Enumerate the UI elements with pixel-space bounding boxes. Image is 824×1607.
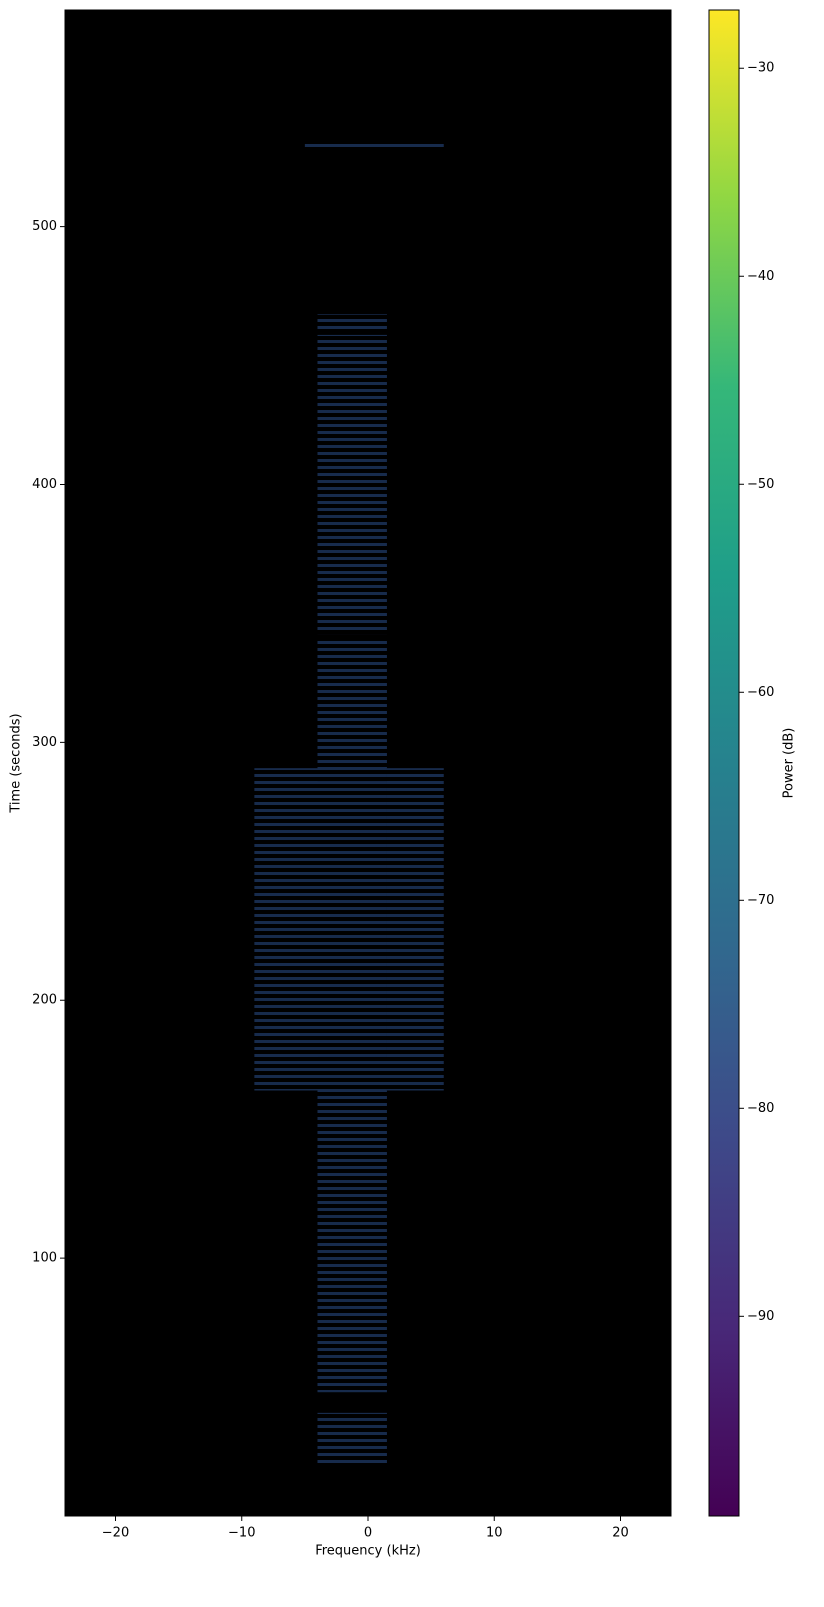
spectrogram-texture: [317, 334, 387, 635]
spectrogram-texture: [317, 1412, 387, 1465]
spectrogram-texture: [317, 639, 387, 782]
x-tick-label: −20: [102, 1526, 129, 1541]
spectrogram-texture: [304, 141, 444, 150]
x-tick-label: 0: [364, 1526, 372, 1541]
colorbar-tick-label: −70: [747, 893, 774, 908]
colorbar-tick-label: −60: [747, 685, 774, 700]
spectrogram-texture: [317, 1087, 387, 1393]
spectrogram-texture: [317, 314, 387, 330]
y-tick-label: 500: [32, 219, 57, 234]
y-tick-label: 200: [32, 993, 57, 1008]
spectrogram-region: [83, 10, 116, 1516]
colorbar-tick-label: −40: [747, 269, 774, 284]
colorbar-label: Power (dB): [782, 728, 797, 799]
colorbar-tick-label: −90: [747, 1309, 774, 1324]
spectrogram-region: [620, 10, 653, 1516]
x-axis-label: Frequency (kHz): [315, 1544, 421, 1559]
colorbar: [708, 9, 740, 1517]
spectrogram-texture: [317, 917, 387, 1057]
plot-area: [65, 10, 671, 1516]
colorbar-tick-label: −50: [747, 477, 774, 492]
x-tick-label: 10: [486, 1526, 503, 1541]
colorbar-tick-label: −80: [747, 1101, 774, 1116]
spectrogram-region: [652, 10, 671, 1516]
y-tick-label: 400: [32, 477, 57, 492]
spectrogram-texture: [317, 781, 387, 918]
x-tick-label: 20: [612, 1526, 629, 1541]
x-tick-label: −10: [228, 1526, 255, 1541]
y-tick-label: 300: [32, 735, 57, 750]
y-axis-label: Time (seconds): [9, 713, 24, 813]
y-tick-label: 100: [32, 1251, 57, 1266]
spectrogram-region: [65, 10, 84, 1516]
colorbar-tick-label: −30: [747, 61, 774, 76]
